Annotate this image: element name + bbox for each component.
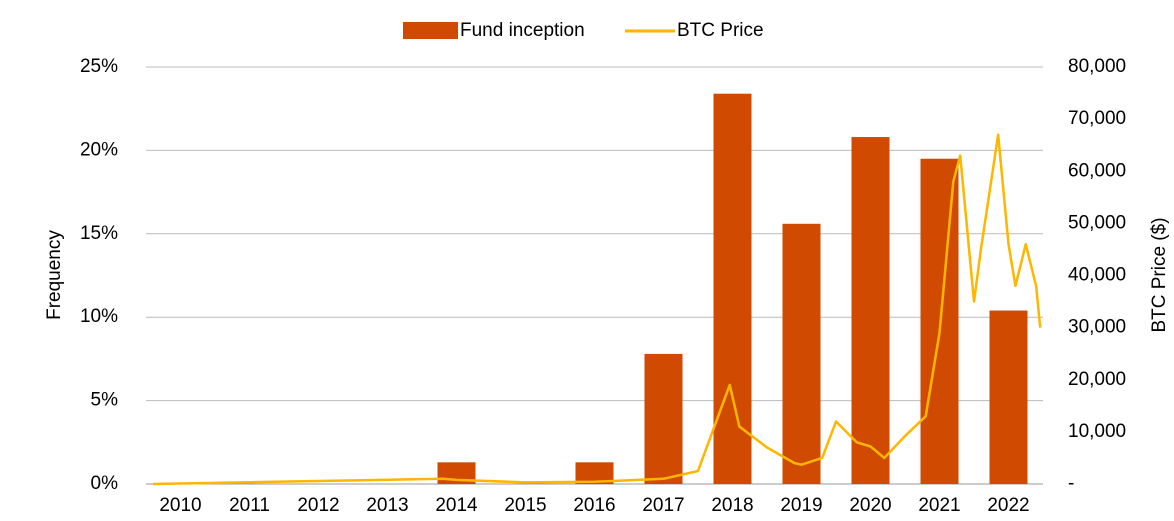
y2-tick-label: 30,000 [1068, 317, 1126, 338]
x-tick-label: 2020 [849, 495, 891, 516]
y2-tick-label: 20,000 [1068, 369, 1126, 390]
legend-label: BTC Price [677, 20, 764, 41]
x-tick-label: 2021 [918, 495, 960, 516]
y-tick-label: 10% [80, 306, 118, 327]
bar [644, 353, 683, 484]
y-axis-label: Frequency [44, 230, 65, 320]
y2-axis-label: BTC Price ($) [1149, 217, 1170, 332]
y-tick-label: 20% [80, 139, 118, 160]
y-tick-label: 15% [80, 223, 118, 244]
bar [713, 93, 752, 485]
x-tick-label: 2022 [987, 495, 1029, 516]
legend-label: Fund inception [460, 20, 585, 41]
bar [851, 137, 890, 484]
y2-tick-label: - [1068, 473, 1074, 494]
y-tick-label: 5% [91, 390, 119, 411]
x-tick-label: 2019 [780, 495, 822, 516]
price-line [152, 133, 1042, 486]
y2-tick-label: 40,000 [1068, 265, 1126, 286]
bar [575, 462, 614, 484]
x-tick-label: 2014 [435, 495, 478, 516]
y2-tick-label: 70,000 [1068, 108, 1126, 129]
y2-tick-label: 50,000 [1068, 212, 1126, 233]
x-tick-label: 2010 [159, 495, 201, 516]
x-tick-label: 2011 [229, 495, 270, 516]
x-tick-label: 2016 [573, 495, 615, 516]
legend-swatch [403, 22, 458, 39]
y2-tick-label: 80,000 [1068, 56, 1126, 77]
x-tick-label: 2012 [297, 495, 339, 516]
x-tick-label: 2015 [504, 495, 546, 516]
y2-tick-label: 10,000 [1068, 421, 1126, 442]
x-tick-label: 2018 [711, 495, 753, 516]
y2-tick-label: 60,000 [1068, 160, 1126, 181]
bar [989, 310, 1028, 484]
y-tick-label: 25% [80, 56, 118, 77]
bar [782, 223, 821, 485]
x-tick-label: 2017 [642, 495, 684, 516]
x-tick-label: 2013 [366, 495, 408, 516]
y-tick-label: 0% [91, 473, 119, 494]
